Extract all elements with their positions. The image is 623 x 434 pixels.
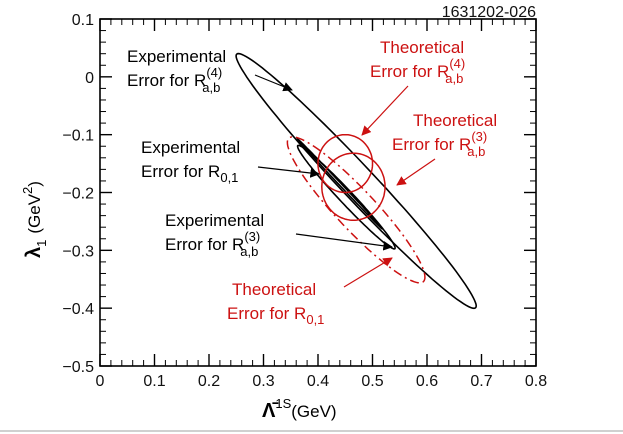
ellipse-theo_R3 (321, 152, 386, 222)
annotation-exp-r01-base: Error for R (141, 162, 220, 181)
annotation-theo-r3-line2: Error for R(3) a,b (392, 129, 487, 159)
y-tick-label: −0.3 (62, 243, 94, 260)
y-tick-label: 0 (85, 70, 94, 87)
annotation-theo-r01-line1: Theoretical (232, 280, 316, 299)
x-tick-label: 0.6 (416, 373, 438, 390)
x-tick-label: 0 (96, 373, 105, 390)
annotation-theo-r4-base: Error for R (370, 62, 449, 81)
arrow-theo-r3 (396, 158, 436, 186)
annotation-theo-r3-sup: (3) (471, 129, 487, 144)
arrow-theo-r01 (343, 257, 393, 288)
annotation-exp-r3-line2: Error for R(3) a,b (165, 229, 260, 259)
bottom-rule (0, 430, 623, 432)
y-axis-sub: 1 (34, 240, 49, 247)
x-tick-label: 0.8 (525, 373, 547, 390)
x-axis-unit: (GeV) (291, 402, 336, 421)
y-tick-label: −0.1 (62, 128, 94, 145)
annotation-exp-r4-base: Error for R (127, 71, 206, 90)
arrow-theo-r4 (361, 85, 409, 136)
annotation-theo-r01-sub: 0,1 (306, 312, 324, 327)
x-tick-label: 0.3 (252, 373, 274, 390)
x-tick-label: 0.2 (198, 373, 220, 390)
y-axis-unit-close: ) (25, 181, 44, 187)
arrow-exp-r3 (295, 233, 393, 251)
ellipse-theo_R01 (286, 136, 426, 284)
annotation-exp-r01-line1: Experimental (141, 138, 240, 157)
figure-id: 1631202-026 (442, 4, 536, 21)
annotation-theo-r4-sub: a,b (445, 71, 463, 86)
annotation-exp-r4-line1: Experimental (127, 47, 226, 66)
annotation-theo-r4-line2: Error for R(4) a,b (370, 56, 465, 86)
ellipse-theo_R4 (317, 133, 374, 194)
annotation-exp-r3-sup: (3) (244, 229, 260, 244)
y-axis-unit: (GeV (25, 193, 44, 233)
y-axis-symbol: λ (23, 247, 45, 258)
annotation-arrows (254, 74, 436, 288)
x-axis-sup: 1S (275, 396, 291, 411)
annotation-exp-r3-sub: a,b (240, 244, 258, 259)
ellipse-exp_R4 (235, 52, 478, 310)
annotation-theo-r3-line1: Theoretical (413, 111, 497, 130)
y-axis-label: λ1 (GeV2) (20, 181, 49, 258)
x-tick-label: 0.1 (143, 373, 165, 390)
annotation-exp-r4-sub: a,b (202, 80, 220, 95)
y-tick-label: −0.4 (62, 301, 94, 318)
x-tick-label: 0.7 (470, 373, 492, 390)
ellipse-exp_R3 (296, 144, 396, 250)
y-tick-label: −0.5 (62, 359, 94, 376)
arrow-exp-r4 (254, 74, 293, 92)
annotation-exp-r01-line2: Error for R0,1 (141, 162, 238, 185)
annotation-exp-r4-line2: Error for R(4) a,b (127, 65, 222, 95)
annotation-exp-r01-sub: 0,1 (220, 170, 238, 185)
annotation-exp-r3-base: Error for R (165, 235, 244, 254)
y-tick-label: −0.2 (62, 186, 94, 203)
x-tick-label: 0.5 (361, 373, 383, 390)
axis-ticks: 0 0.1 0.2 0.3 0.4 0.5 0.6 0.7 0.8 0.1 0 −0.1 −0.2 −0.… (62, 12, 547, 390)
y-tick-label: 0.1 (72, 12, 94, 29)
x-axis-symbol: Λ̄ (262, 400, 278, 422)
annotation-theo-r01-base: Error for R (227, 304, 306, 323)
ellipse-exp_R01 (296, 136, 384, 230)
annotation-theo-r01-line2: Error for R0,1 (227, 304, 324, 327)
x-axis-label: Λ̄1S(GeV) (262, 396, 337, 422)
arrow-exp-r01 (257, 166, 320, 178)
annotation-exp-r4-sup: (4) (206, 65, 222, 80)
x-tick-label: 0.4 (307, 373, 329, 390)
error-ellipses (235, 52, 478, 310)
annotation-theo-r3-base: Error for R (392, 135, 471, 154)
annotation-theo-r4-line1: Theoretical (380, 38, 464, 57)
y-axis-unit-sup: 2 (20, 187, 35, 194)
annotation-theo-r4-sup: (4) (449, 56, 465, 71)
annotation-exp-r3-line1: Experimental (165, 211, 264, 230)
annotation-theo-r3-sub: a,b (467, 144, 485, 159)
